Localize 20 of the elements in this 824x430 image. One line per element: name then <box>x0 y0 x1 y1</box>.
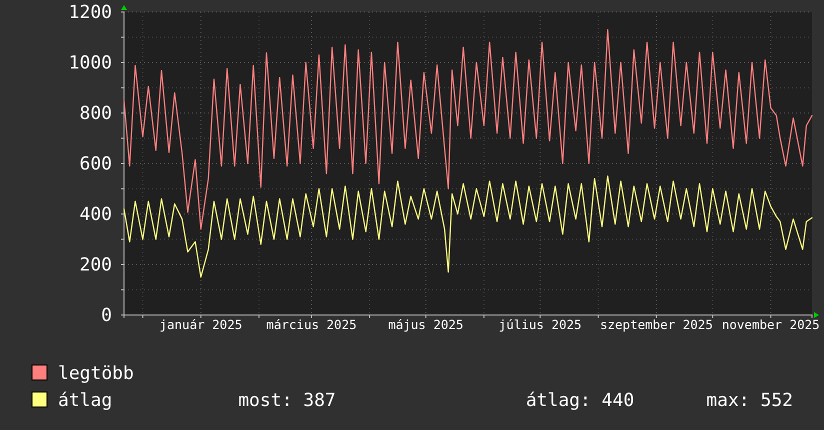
x-tick-label: március 2025 <box>266 317 357 332</box>
y-tick-label: 1200 <box>68 2 112 23</box>
x-tick-label: május 2025 <box>388 317 464 332</box>
legend-label: legtöbb <box>58 363 134 384</box>
y-tick-label: 400 <box>79 204 112 225</box>
y-tick-label: 600 <box>79 153 112 174</box>
x-tick-label: szeptember 2025 <box>600 317 713 332</box>
line-series <box>123 176 813 278</box>
x-tick-label: november 2025 <box>722 317 820 332</box>
y-tick-label: 800 <box>79 102 112 124</box>
x-tick-label: január 2025 <box>159 317 242 332</box>
x-tick-label: július 2025 <box>498 317 582 332</box>
legend-label: átlag <box>58 390 112 411</box>
y-tick-label: 0 <box>101 304 112 326</box>
y-tick-label: 200 <box>79 254 112 276</box>
y-tick-label: 1000 <box>68 52 112 74</box>
text: most: 387 <box>238 390 336 411</box>
text: átlag: 440 <box>526 390 634 411</box>
line-series <box>123 29 813 230</box>
text: max: 552 <box>706 390 793 411</box>
